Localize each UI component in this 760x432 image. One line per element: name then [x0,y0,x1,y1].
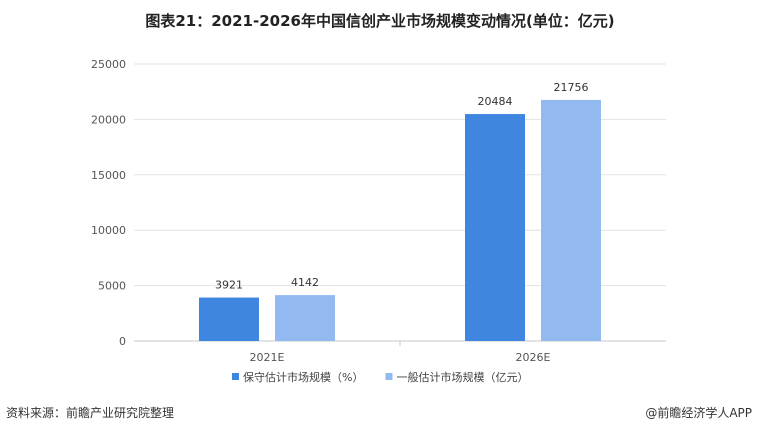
legend-swatch-1 [385,373,393,380]
y-tick-label-25000: 25000 [91,58,126,71]
label-layer: 3921 4142 20484 21756 [215,81,589,292]
chart-title: 图表21：2021-2026年中国信创产业市场规模变动情况(单位：亿元) [145,12,615,30]
bar-2026E-series-0 [465,114,525,341]
data-label-2021E-series-1: 4142 [291,276,319,289]
bar-2021E-series-1 [275,295,335,341]
x-tick-label-2021E: 2021E [250,351,285,364]
y-tick-label-5000: 5000 [98,280,126,293]
y-tick-label-0: 0 [119,335,126,348]
axis-layer: 0 5000 10000 15000 20000 25000 2021E 2026E [91,58,666,364]
y-tick-label-20000: 20000 [91,113,126,126]
data-label-2026E-series-1: 21756 [554,81,589,94]
data-label-2021E-series-0: 3921 [215,279,243,292]
legend: 保守估计市场规模（%） 一般估计市场规模（亿元） [232,370,528,384]
y-tick-label-10000: 10000 [91,224,126,237]
bar-2026E-series-1 [541,99,601,342]
y-tick-label-15000: 15000 [91,169,126,182]
footer: 资料来源：前瞻产业研究院整理 @前瞻经济学人APP [0,400,760,424]
brand-mark: @前瞻经济学人APP [645,406,752,420]
legend-label-1: 一般估计市场规模（亿元） [396,370,528,384]
bar-chart: 0 5000 10000 15000 20000 25000 2021E 2026E 3921… [91,58,666,384]
data-label-2026E-series-0: 20484 [478,95,513,108]
legend-label-0: 保守估计市场规模（%） [243,370,363,384]
x-tick-label-2026E: 2026E [516,351,551,364]
bar-layer [199,99,601,342]
bar-2021E-series-0 [199,297,259,341]
source-note: 资料来源：前瞻产业研究院整理 [6,406,175,420]
legend-swatch-0 [232,373,239,380]
